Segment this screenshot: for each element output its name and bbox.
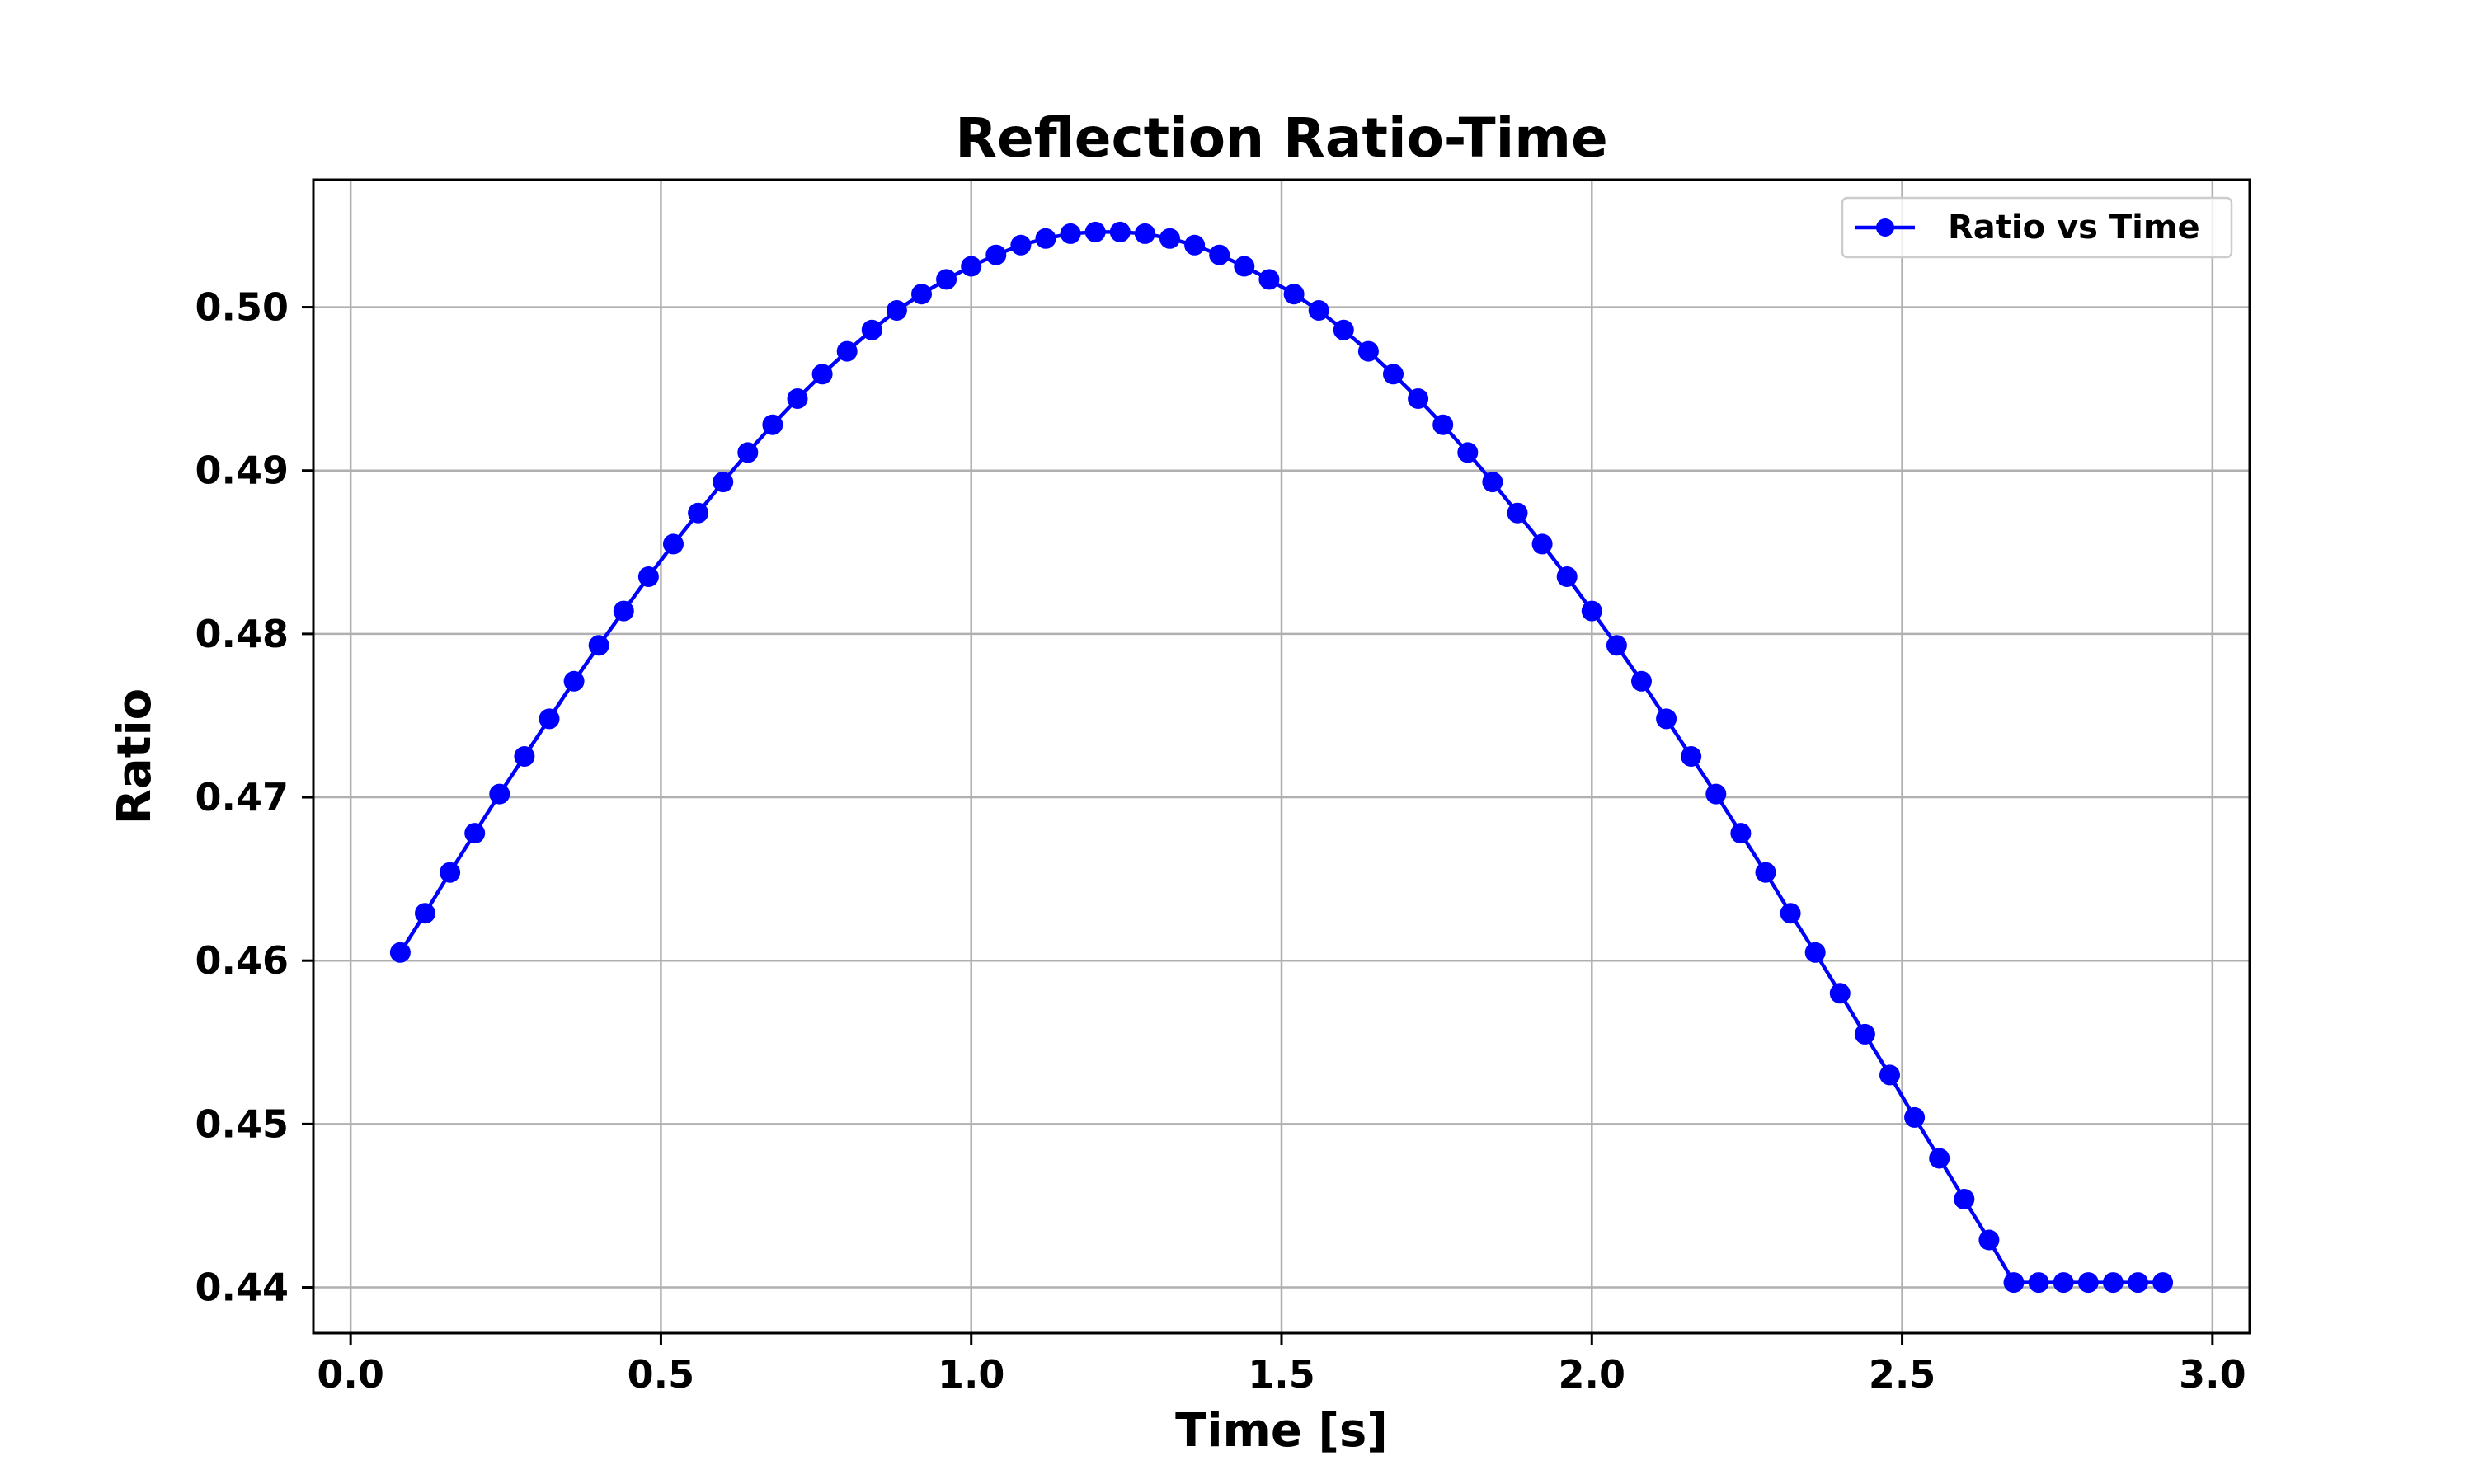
data-point — [1804, 942, 1826, 963]
data-point — [811, 364, 833, 385]
data-point — [1556, 566, 1578, 587]
data-point — [1879, 1064, 1900, 1086]
data-point — [1531, 533, 1553, 555]
series-layer — [389, 221, 2174, 1294]
data-point — [1432, 414, 1454, 435]
y-tick-label: 0.46 — [195, 938, 289, 983]
x-tick-label: 0.0 — [317, 1352, 384, 1397]
legend: Ratio vs Time — [1841, 196, 2233, 259]
data-point — [1631, 670, 1652, 692]
data-point — [2152, 1272, 2174, 1294]
data-point — [1333, 319, 1354, 340]
data-point — [1060, 223, 1081, 244]
data-point — [2053, 1272, 2074, 1294]
data-point — [2077, 1272, 2099, 1294]
y-tick-label: 0.47 — [195, 775, 289, 819]
data-point — [2003, 1272, 2025, 1294]
data-point — [1308, 300, 1329, 321]
x-tick-label: 2.5 — [1869, 1352, 1936, 1397]
data-point — [911, 284, 932, 305]
data-point — [762, 414, 783, 435]
data-point — [737, 442, 759, 463]
data-point — [1656, 708, 1677, 730]
data-point — [861, 319, 882, 340]
chart-title: Reflection Ratio-Time — [955, 106, 1608, 170]
data-point — [713, 472, 734, 493]
data-point — [688, 502, 709, 524]
x-axis-label: Time [s] — [1175, 1404, 1388, 1458]
data-point — [1681, 746, 1702, 767]
data-point — [836, 340, 858, 362]
y-tick-label: 0.48 — [195, 612, 289, 656]
data-point — [2128, 1272, 2148, 1294]
data-point — [613, 600, 634, 622]
data-point — [1383, 364, 1404, 385]
data-point — [514, 746, 535, 767]
y-tick-label: 0.50 — [195, 285, 289, 330]
legend-marker-sample — [1876, 218, 1894, 237]
data-point — [1507, 502, 1528, 524]
data-point — [440, 862, 461, 883]
data-point — [936, 269, 957, 290]
grid — [313, 180, 2250, 1333]
data-point — [1929, 1148, 1950, 1169]
data-point — [1184, 234, 1206, 256]
data-point — [1755, 862, 1776, 883]
data-point — [1283, 284, 1305, 305]
data-point — [1978, 1229, 2000, 1251]
data-point — [2028, 1272, 2049, 1294]
data-point — [1159, 228, 1180, 249]
data-point — [1730, 823, 1752, 844]
legend-box — [1841, 196, 2233, 259]
data-point — [1084, 221, 1106, 242]
data-point — [1134, 223, 1155, 244]
data-point — [1258, 269, 1280, 290]
data-point — [1482, 472, 1503, 493]
data-point — [1854, 1023, 1875, 1045]
x-tick-label: 1.0 — [938, 1352, 1005, 1397]
data-point — [1780, 903, 1801, 924]
y-tick-label: 0.44 — [195, 1266, 289, 1310]
data-point — [1954, 1189, 1975, 1209]
data-point — [1581, 600, 1602, 622]
data-point — [886, 300, 907, 321]
x-tick-label: 2.0 — [1559, 1352, 1626, 1397]
data-point — [961, 256, 982, 277]
data-point — [2102, 1272, 2124, 1294]
data-point — [637, 566, 659, 587]
data-point — [464, 823, 486, 844]
data-point — [1705, 783, 1727, 805]
y-tick-label: 0.49 — [195, 448, 289, 493]
legend-entry-label: Ratio vs Time — [1948, 209, 2200, 247]
data-point — [1035, 228, 1056, 249]
data-point — [1234, 256, 1255, 277]
data-point — [1408, 388, 1429, 409]
data-point — [787, 388, 808, 409]
ticks: 0.0 0.5 1.0 1.5 2.0 2.5 3.0 0.44 0.45 0.46 0.47 0.4… — [195, 285, 2246, 1397]
data-point — [588, 635, 609, 656]
data-point — [1109, 221, 1131, 242]
x-tick-label: 0.5 — [628, 1352, 695, 1397]
data-point — [539, 708, 560, 730]
data-point — [1829, 983, 1851, 1004]
data-point — [415, 903, 435, 924]
data-point — [1209, 244, 1230, 265]
data-point — [389, 942, 411, 963]
data-point — [1606, 635, 1627, 656]
data-point — [985, 244, 1007, 265]
x-tick-label: 3.0 — [2179, 1352, 2246, 1397]
x-tick-label: 1.5 — [1248, 1352, 1315, 1397]
data-point — [1457, 442, 1479, 463]
data-point — [663, 533, 684, 555]
data-point — [1357, 340, 1379, 362]
y-tick-label: 0.45 — [195, 1101, 289, 1146]
data-point — [1904, 1106, 1926, 1128]
data-point — [489, 783, 510, 805]
data-point — [563, 670, 585, 692]
data-point — [1010, 234, 1032, 256]
y-axis-label: Ratio — [108, 688, 162, 824]
